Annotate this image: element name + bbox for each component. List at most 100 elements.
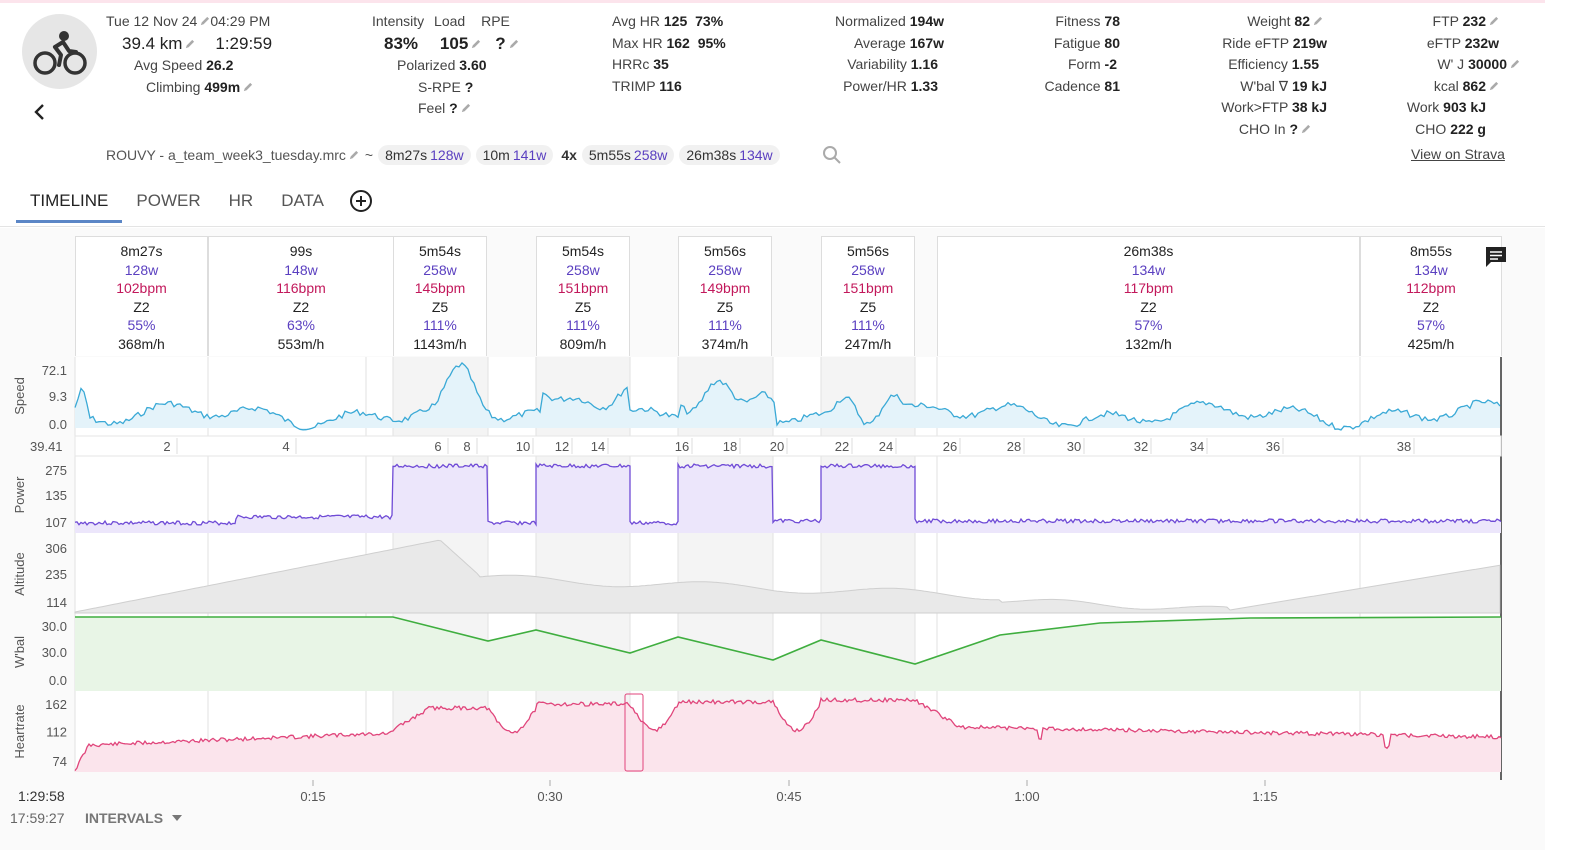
- workout-chip[interactable]: 26m38s 134w: [679, 145, 780, 165]
- y-avg-speed: 9.3: [49, 389, 67, 404]
- interval-w: 258w: [566, 261, 600, 278]
- power-hr-label: Power/HR: [843, 77, 907, 94]
- edit-pencil-icon[interactable]: [1300, 124, 1311, 135]
- search-icon[interactable]: [821, 144, 843, 166]
- interval-box[interactable]: 26m38s 134w 117bpm Z2 57% 132m/h: [937, 236, 1360, 356]
- workout-chip[interactable]: 5m55s 258w: [581, 145, 675, 165]
- distance-axis-start: 39.41: [30, 439, 63, 454]
- tab-divider: [0, 226, 1545, 227]
- clock-time: 17:59:27: [10, 810, 65, 826]
- tab-data[interactable]: DATA: [281, 191, 325, 210]
- interval-pct: 57%: [1134, 317, 1163, 333]
- workout-name[interactable]: ROUVY - a_team_week3_tuesday.mrc: [106, 147, 346, 163]
- chip-watts: 141w: [512, 147, 547, 163]
- edit-pencil-icon[interactable]: [1509, 59, 1520, 70]
- interval-hr: 145bpm: [414, 280, 466, 296]
- interval-hr: 112bpm: [1406, 280, 1456, 296]
- max-hr-pct: 95%: [697, 34, 726, 51]
- avg-speed-value: 26.2: [206, 57, 234, 73]
- interval-hr: 116bpm: [276, 280, 326, 296]
- ftp-summary: FTP 232 eFTP 232w W' J 30000 kcal 862 Wo…: [1380, 11, 1520, 140]
- distance-tick-label: 34: [1190, 439, 1204, 454]
- workout-tilde: ~: [364, 147, 374, 163]
- view-on-strava-link[interactable]: View on Strava: [1411, 146, 1505, 162]
- heartrate-line: [74, 696, 1502, 771]
- workout-chip[interactable]: 10m 141w: [475, 145, 554, 165]
- power-hr-value: 1.33: [910, 77, 938, 94]
- cycling-activity-avatar[interactable]: [22, 14, 97, 89]
- interval-zone: Z2: [133, 298, 150, 315]
- interval-box[interactable]: 5m54s 258w 151bpm Z5 111% 809m/h: [536, 236, 630, 356]
- weight-value: 82: [1294, 13, 1310, 29]
- edit-pencil-icon[interactable]: [242, 82, 253, 93]
- avg-hr-value: 125: [663, 13, 688, 29]
- hrrc-value: 35: [653, 56, 669, 72]
- add-tab-icon[interactable]: [348, 188, 374, 214]
- trimp-label: TRIMP: [612, 77, 656, 94]
- workout-chip[interactable]: 8m27s 128w: [378, 145, 471, 165]
- comment-icon[interactable]: [1483, 244, 1509, 270]
- edit-pencil-icon[interactable]: [1488, 16, 1499, 27]
- interval-zone: Z5: [431, 298, 449, 315]
- interval-box[interactable]: 8m55s 134w 112bpm Z2 57% 425m/h: [1360, 236, 1502, 356]
- y-min-speed: 0.0: [49, 417, 67, 432]
- timeline-plot[interactable]: 39.41 2 4 6 8 10 12 14 16 18 20 22 24 26 28 30 32 34 36 38S…: [0, 0, 1545, 850]
- chip-duration: 8m27s: [385, 147, 428, 163]
- interval-zone: Z2: [1140, 298, 1157, 315]
- tab-hr[interactable]: HR: [228, 191, 254, 210]
- cho-in-label: CHO In: [1238, 120, 1286, 137]
- y-max-speed: 72.1: [42, 363, 67, 378]
- edit-pencil-icon[interactable]: [1488, 81, 1499, 92]
- edit-pencil-icon[interactable]: [470, 39, 481, 50]
- fitness-label: Fitness: [1055, 13, 1101, 29]
- srpe-value: ?: [464, 78, 474, 95]
- tab-timeline[interactable]: TIMELINE: [16, 183, 123, 223]
- y-max-power: 275: [45, 463, 67, 478]
- interval-dur: 5m54s: [418, 243, 462, 259]
- interval-dur: 99s: [289, 243, 313, 259]
- edit-pencil-icon[interactable]: [184, 39, 195, 50]
- distance-tick-label: 24: [879, 439, 893, 454]
- back-chevron-icon[interactable]: [28, 100, 52, 124]
- edit-pencil-icon[interactable]: [199, 16, 210, 27]
- chip-duration: 5m55s: [588, 147, 631, 163]
- hrrc-highlight-box[interactable]: [624, 693, 644, 772]
- distance-tick-label: 4: [282, 439, 289, 454]
- interval-zone: Z2: [292, 298, 310, 315]
- interval-box[interactable]: 8m27s 128w 102bpm Z2 55% 368m/h: [75, 236, 208, 356]
- interval-pct: 57%: [1416, 317, 1446, 333]
- rpe-value: ?: [495, 33, 506, 53]
- interval-box[interactable]: 99s 148w 116bpm Z2 63% 553m/h: [208, 236, 394, 356]
- interval-pct: 55%: [127, 317, 156, 333]
- interval-box[interactable]: 5m54s 258w 145bpm Z5 111% 1143m/h: [393, 236, 487, 356]
- interval-zone: Z2: [1422, 298, 1440, 315]
- top-accent-line: [0, 0, 1545, 3]
- edit-pencil-icon[interactable]: [460, 103, 471, 114]
- edit-pencil-icon[interactable]: [1312, 16, 1323, 27]
- edit-pencil-icon[interactable]: [508, 39, 519, 50]
- cadence-value: 81: [1104, 77, 1120, 94]
- time-tick-label: 1:00: [1014, 789, 1039, 804]
- variability-label: Variability: [847, 56, 907, 72]
- interval-dur: 8m27s: [120, 243, 163, 259]
- distance-tick-label: 28: [1007, 439, 1021, 454]
- interval-box[interactable]: 5m56s 258w 149bpm Z5 111% 374m/h: [678, 236, 772, 356]
- edit-pencil-icon[interactable]: [348, 150, 359, 161]
- interval-box[interactable]: 5m56s 258w 151bpm Z5 111% 247m/h: [821, 236, 915, 356]
- ride-eftp-label: Ride eFTP: [1222, 34, 1289, 51]
- interval-dur: 5m54s: [561, 243, 605, 259]
- climbing-value: 499m: [204, 78, 241, 95]
- work-ftp-label: Work>FTP: [1221, 99, 1289, 115]
- tab-power[interactable]: POWER: [136, 191, 201, 210]
- interval-pct: 111%: [423, 317, 457, 333]
- fitness-summary: Fitness 78 Fatigue 80 Form -2 Cadence 81: [1030, 11, 1120, 97]
- cadence-label: Cadence: [1044, 77, 1101, 94]
- intervals-dropdown[interactable]: INTERVALS: [85, 810, 183, 826]
- interval-w: 258w: [851, 261, 885, 278]
- fitness-value: 78: [1104, 13, 1120, 29]
- distance-tick-label: 22: [835, 439, 849, 454]
- y-avg-power: 135: [45, 488, 67, 503]
- wbal-label: W'bal ∇: [1240, 77, 1289, 94]
- normalized-label: Normalized: [835, 13, 906, 29]
- load-summary: Intensity Load RPE 83% 105 ? Polarized 3…: [372, 11, 519, 120]
